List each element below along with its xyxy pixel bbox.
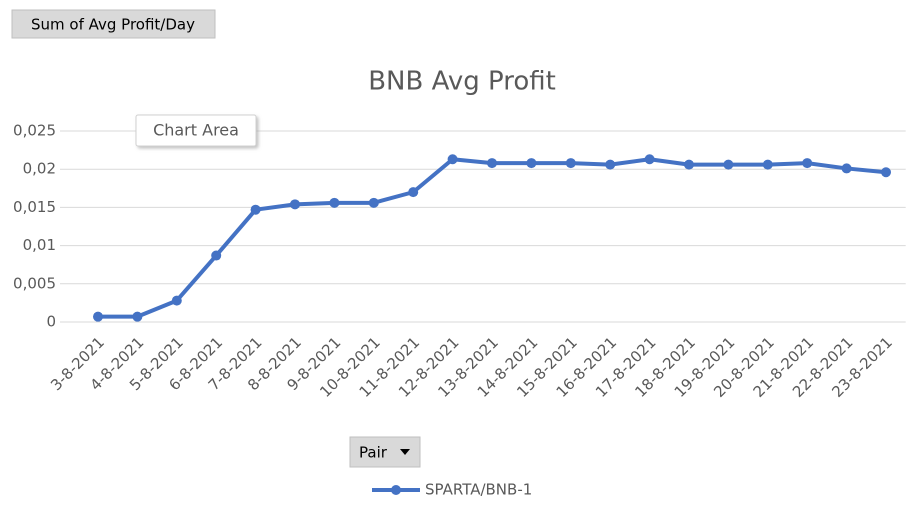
data-point bbox=[408, 187, 419, 198]
data-point bbox=[565, 158, 576, 169]
data-point bbox=[841, 163, 852, 174]
axis-button-label: Pair bbox=[359, 444, 388, 462]
dropdown-arrow bbox=[400, 449, 410, 455]
data-point bbox=[329, 197, 340, 208]
data-point bbox=[487, 158, 497, 169]
data-point bbox=[605, 159, 616, 170]
data-point bbox=[684, 159, 694, 170]
filter-button[interactable] bbox=[11, 9, 216, 39]
y-tick-label: 0,02 bbox=[23, 160, 56, 178]
data-point bbox=[447, 154, 458, 165]
data-point bbox=[723, 159, 734, 170]
series-line bbox=[98, 157, 887, 319]
data-point bbox=[526, 158, 537, 169]
tooltip-label: Chart Area bbox=[153, 121, 239, 140]
y-tick-label: 0,015 bbox=[13, 198, 56, 216]
filter-button-label: Sum of Avg Profit/Day bbox=[31, 16, 195, 34]
legend-marker bbox=[391, 485, 401, 495]
y-tick-label: 0,025 bbox=[13, 122, 56, 140]
data-point bbox=[171, 295, 182, 306]
data-point bbox=[762, 159, 773, 170]
legend-label: SPARTA/BNB-1 bbox=[425, 481, 532, 499]
data-point bbox=[881, 167, 891, 178]
y-tick-label: 0 bbox=[46, 313, 56, 331]
data-point bbox=[644, 154, 655, 165]
axis-button[interactable] bbox=[349, 436, 421, 468]
data-point bbox=[290, 199, 300, 210]
y-tick-label: 0,01 bbox=[23, 236, 56, 254]
data-point bbox=[250, 204, 261, 215]
tooltip bbox=[135, 114, 257, 147]
data-point bbox=[368, 197, 379, 208]
data-point bbox=[802, 158, 813, 169]
chart-title: BNB Avg Profit bbox=[368, 67, 556, 97]
legend: SPARTA/BNB-1 bbox=[372, 481, 532, 499]
plot-area: 00,0050,010,0150,020,0253-8-20214-8-2021… bbox=[13, 122, 906, 401]
data-point bbox=[211, 250, 222, 261]
y-tick-label: 0,005 bbox=[13, 274, 56, 292]
data-point bbox=[132, 311, 143, 322]
data-point bbox=[93, 311, 103, 322]
